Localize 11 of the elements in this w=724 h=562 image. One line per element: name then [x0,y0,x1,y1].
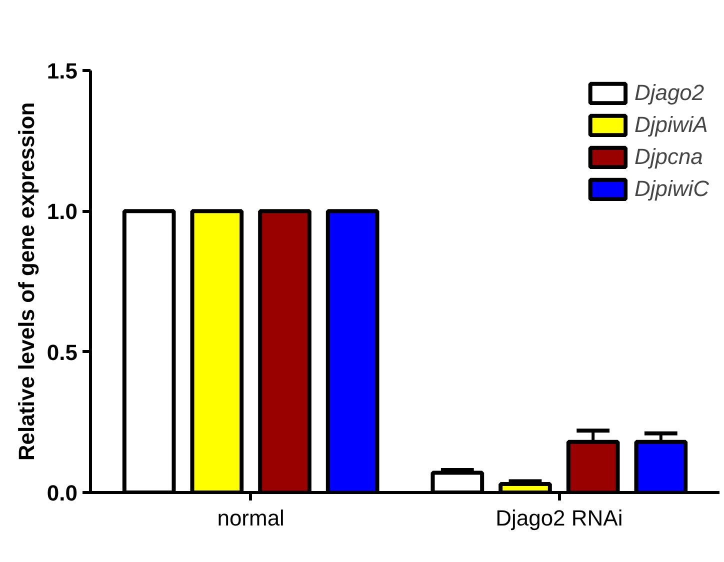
legend-label: Djago2 [634,80,704,106]
y-axis-title: Relative levels of gene expression [14,102,39,461]
y-tick-label: 1.0 [46,199,78,224]
x-tick-label: Djago2 RNAi [496,506,623,530]
x-tick-label: normal [217,506,284,530]
y-tick-label: 0.0 [46,480,78,506]
y-tick-label: 0.5 [46,340,78,365]
y-tick-label: 1.5 [46,58,78,84]
legend-label: DjpiwiA [634,112,708,138]
legend-label: DjpiwiC [634,176,709,202]
legend-label: Djpcna [634,144,703,170]
